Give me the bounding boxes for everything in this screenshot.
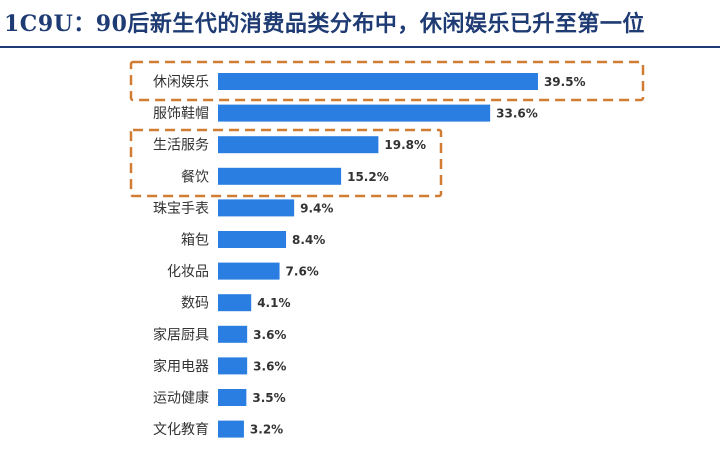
category-label: 运动健康 — [153, 390, 209, 407]
chart-title: 1C9U：90后新生代的消费品类分布中，休闲娱乐已升至第一位 — [4, 11, 645, 37]
value-label: 7.6% — [286, 265, 319, 279]
bar-5 — [218, 199, 295, 217]
value-label: 33.6% — [496, 107, 538, 121]
bar-1 — [218, 73, 538, 90]
value-label: 3.6% — [253, 359, 286, 373]
value-label: 9.4% — [300, 201, 333, 215]
category-label: 家用电器 — [153, 358, 209, 375]
category-label: 生活服务 — [153, 138, 209, 154]
value-label: 19.8% — [384, 138, 426, 152]
category-label: 数码 — [181, 296, 209, 312]
category-label: 餐饮 — [181, 169, 209, 185]
bar-2 — [218, 104, 491, 122]
value-label: 3.5% — [252, 391, 285, 405]
category-label: 服饰鞋帽 — [153, 106, 209, 122]
value-label: 15.2% — [347, 170, 389, 184]
category-label: 珠宝手表 — [153, 201, 209, 217]
category-label: 休闲娱乐 — [153, 75, 209, 91]
bar-8 — [218, 294, 252, 312]
bar-9 — [218, 325, 248, 343]
bar-10 — [218, 357, 248, 375]
bar-12 — [218, 420, 244, 438]
bar-4 — [218, 167, 342, 185]
bar-6 — [218, 231, 287, 248]
category-label: 化妆品 — [167, 264, 209, 280]
category-label: 文化教育 — [153, 422, 209, 438]
highlight-box-services-dining — [129, 128, 443, 198]
title-rule — [0, 46, 720, 48]
highlight-box-leisure — [129, 60, 645, 102]
value-label: 3.2% — [250, 423, 283, 437]
value-label: 39.5% — [544, 75, 586, 89]
value-label: 4.1% — [257, 296, 290, 310]
category-label: 箱包 — [181, 233, 209, 249]
value-label: 8.4% — [292, 233, 325, 247]
bar-7 — [218, 262, 280, 280]
bar-3 — [218, 136, 379, 154]
value-label: 3.6% — [253, 328, 286, 342]
bar-11 — [218, 389, 247, 406]
category-label: 家居厨具 — [153, 326, 209, 343]
